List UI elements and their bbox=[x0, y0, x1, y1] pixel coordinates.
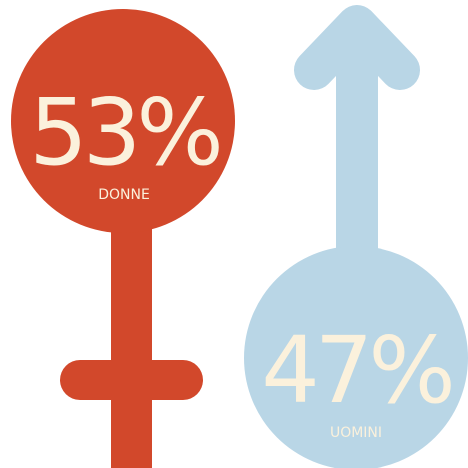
female-cross-vertical bbox=[111, 200, 152, 468]
male-circle bbox=[244, 246, 468, 468]
female-label: DONNE bbox=[98, 187, 150, 203]
female-symbol: 53% DONNE bbox=[11, 9, 235, 468]
male-arrow-shaft bbox=[336, 34, 378, 260]
male-symbol: 47% UOMINI bbox=[244, 5, 468, 468]
female-circle bbox=[11, 9, 235, 233]
female-percentage: 53% bbox=[29, 79, 219, 186]
male-arrow-head bbox=[294, 5, 420, 90]
male-label: UOMINI bbox=[330, 425, 382, 441]
male-percentage: 47% bbox=[261, 317, 451, 424]
